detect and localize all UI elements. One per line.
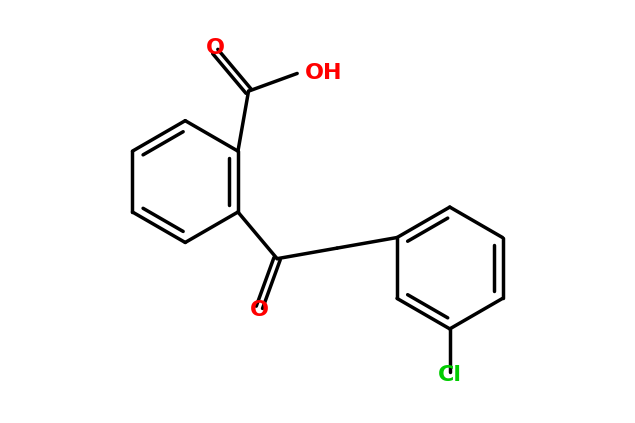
Text: O: O <box>250 300 269 320</box>
Text: O: O <box>206 38 225 58</box>
Text: Cl: Cl <box>438 365 462 385</box>
Text: OH: OH <box>304 63 342 83</box>
